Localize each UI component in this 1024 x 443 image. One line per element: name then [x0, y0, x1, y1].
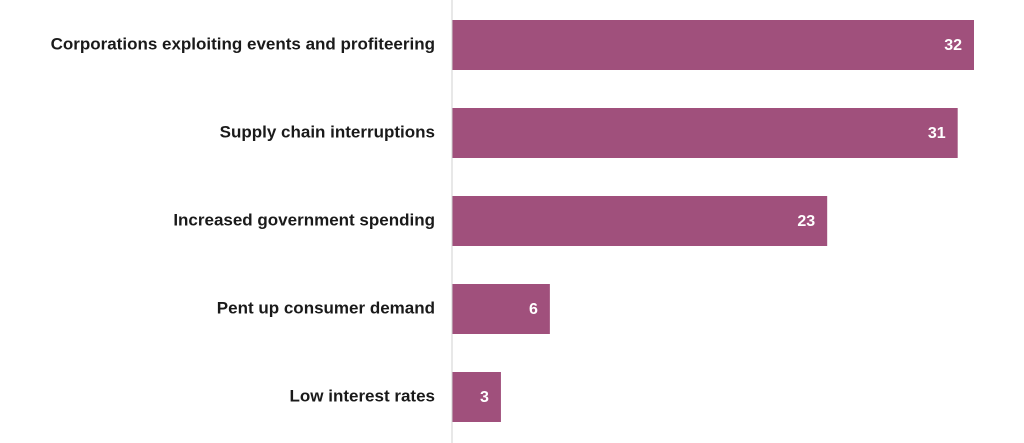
value-label: 3: [480, 389, 489, 406]
category-label: Corporations exploiting events and profi…: [51, 34, 435, 53]
bar: [452, 108, 958, 158]
bar: [452, 20, 974, 70]
value-label: 6: [529, 301, 538, 318]
bar: [452, 284, 550, 334]
bar: [452, 372, 501, 422]
value-label: 23: [797, 213, 815, 230]
category-label: Pent up consumer demand: [217, 298, 435, 317]
value-label: 32: [944, 37, 962, 54]
category-label: Supply chain interruptions: [220, 122, 435, 141]
value-label: 31: [928, 125, 946, 142]
bar: [452, 196, 828, 246]
category-label: Increased government spending: [173, 210, 435, 229]
category-label: Low interest rates: [290, 386, 436, 405]
